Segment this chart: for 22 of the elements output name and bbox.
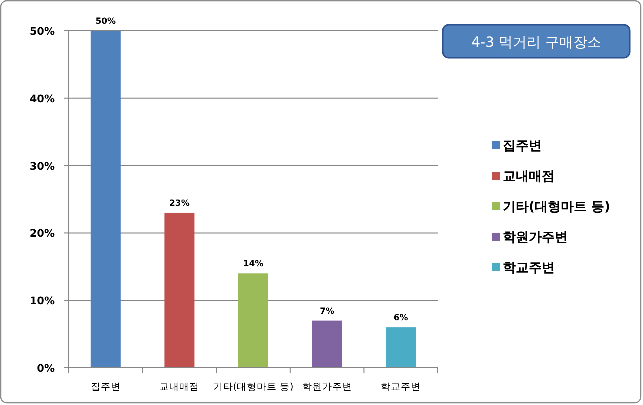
x-tick-label: 학원가주변 [302,382,352,393]
data-label: 6% [394,314,409,324]
y-tick-label: 30% [30,160,56,173]
legend-label: 학교주변 [503,261,555,276]
y-tick-label: 40% [30,93,56,106]
title: 4-3 먹거리 구매장소 [442,24,631,59]
data-label: 14% [243,260,264,270]
y-tick-label: 20% [30,228,56,240]
x-tick-label: 교내매점 [160,382,200,393]
x-tick-label: 기타(대형마트 등) [213,382,294,393]
legend-label: 학원가주변 [503,230,568,246]
legend-label: 집주변 [503,139,542,154]
x-tick-label: 집주변 [90,382,121,393]
legend-label: 교내매점 [503,170,555,184]
legend-label: 기타(대형마트 등) [503,200,610,215]
x-tick-label: 학교주변 [381,382,422,393]
y-tick-label: 50% [30,26,56,38]
y-tick-label: 0% [37,363,56,375]
data-label: 7% [320,306,335,317]
data-label: 50% [96,17,117,27]
data-label: 23% [170,198,190,209]
y-tick-label: 10% [30,296,56,308]
